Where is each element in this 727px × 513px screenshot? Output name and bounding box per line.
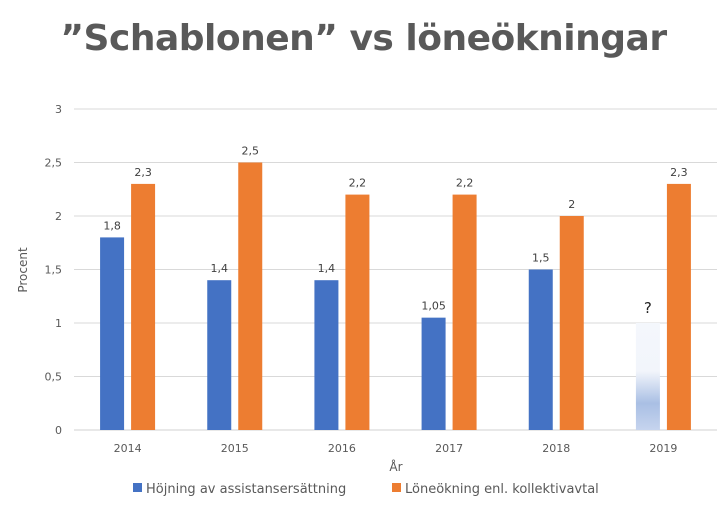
data-label-loneokning-2018: 2 bbox=[568, 198, 575, 211]
data-label-hojning-2018: 1,5 bbox=[532, 252, 550, 265]
bar-hojning-2018 bbox=[528, 269, 553, 430]
legend-swatch bbox=[392, 483, 401, 492]
y-tick-label: 2,5 bbox=[45, 157, 63, 170]
bar-hojning-2016 bbox=[314, 280, 339, 430]
data-label-loneokning-2014: 2,3 bbox=[134, 166, 152, 179]
x-tick-label: 2019 bbox=[649, 442, 677, 455]
bar-loneokning-2016 bbox=[345, 194, 370, 430]
data-label-loneokning-2016: 2,2 bbox=[349, 177, 367, 190]
data-label-loneokning-2017: 2,2 bbox=[456, 177, 474, 190]
bar-loneokning-2019 bbox=[666, 183, 691, 430]
legend-item: Löneökning enl. kollektivavtal bbox=[392, 482, 599, 497]
x-tick-label: 2015 bbox=[221, 442, 249, 455]
legend-label: Löneökning enl. kollektivavtal bbox=[405, 482, 599, 497]
bars: 1,8 2,3 1,4 2,5 1,4 2,2 1,05 2,2 1,5 2? 2,3 bbox=[100, 145, 691, 430]
x-tick-label: 2018 bbox=[542, 442, 570, 455]
y-tick-label: 0,5 bbox=[45, 371, 63, 384]
data-label-hojning-2016: 1,4 bbox=[318, 262, 336, 275]
bar-hojning-2017 bbox=[421, 317, 446, 430]
data-label-hojning-2015: 1,4 bbox=[211, 262, 229, 275]
data-label-loneokning-2015: 2,5 bbox=[242, 145, 260, 158]
data-label-loneokning-2019: 2,3 bbox=[670, 166, 688, 179]
data-label-hojning-2014: 1,8 bbox=[103, 219, 121, 232]
x-tick-label: 2016 bbox=[328, 442, 356, 455]
y-tick-label: 1,5 bbox=[45, 264, 63, 277]
gridlines bbox=[74, 108, 717, 431]
x-tick-label: 2014 bbox=[114, 442, 142, 455]
bar-hojning-placeholder-2019 bbox=[635, 323, 660, 430]
y-tick-label: 3 bbox=[55, 103, 62, 116]
bar-loneokning-2015 bbox=[238, 162, 263, 430]
data-label-hojning-2017: 1,05 bbox=[421, 300, 446, 313]
bar-hojning-2014 bbox=[100, 237, 125, 430]
bar-loneokning-2014 bbox=[131, 183, 156, 430]
bar-loneokning-2017 bbox=[452, 194, 477, 430]
legend-label: Höjning av assistansersättning bbox=[146, 482, 346, 497]
bar-hojning-2015 bbox=[207, 280, 232, 430]
legend: Höjning av assistansersättning Löneökning… bbox=[133, 482, 599, 497]
x-axis-ticks: 2014 2015 2016 2017 2018 2019 bbox=[114, 442, 678, 455]
legend-swatch bbox=[133, 483, 142, 492]
x-tick-label: 2017 bbox=[435, 442, 463, 455]
legend-item: Höjning av assistansersättning bbox=[133, 482, 346, 497]
y-tick-label: 1 bbox=[55, 317, 62, 330]
unknown-value-question-mark: ? bbox=[644, 299, 652, 317]
y-axis-ticks: 0 0,5 1 1,5 2 2,5 3 bbox=[45, 103, 63, 437]
y-axis-label: Procent bbox=[16, 247, 30, 293]
y-tick-label: 2 bbox=[55, 210, 62, 223]
chart-title: ”Schablonen” vs löneökningar bbox=[60, 18, 667, 59]
bar-loneokning-2018 bbox=[559, 216, 584, 430]
y-tick-label: 0 bbox=[55, 424, 62, 437]
x-axis-label: År bbox=[389, 459, 402, 474]
